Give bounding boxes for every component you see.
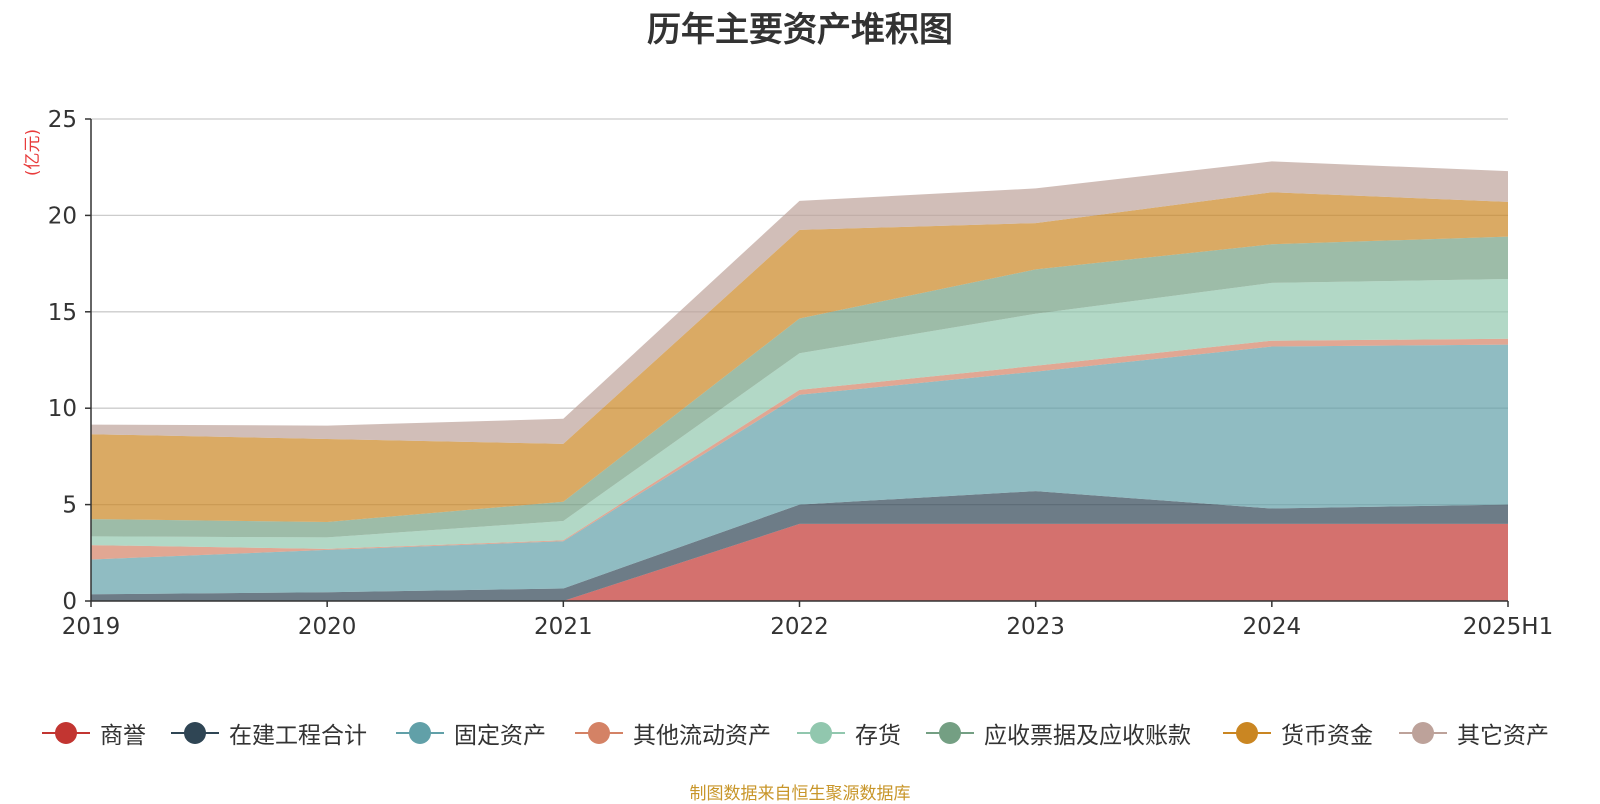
legend-item[interactable]: 应收票据及应收账款 [926, 718, 1191, 749]
x-tick-label: 2021 [534, 614, 593, 640]
legend-marker-icon [42, 718, 90, 748]
legend-dot-icon [55, 722, 77, 744]
legend-dot-icon [409, 722, 431, 744]
y-tick-label: 15 [48, 300, 77, 326]
source-note: 制图数据来自恒生聚源数据库 [689, 784, 911, 804]
legend-marker-icon [575, 718, 623, 748]
legend-dot-icon [810, 722, 832, 744]
tick-labels: 0 5 10 15 20 25 2019 2020 2021 2022 2023 2024 2025H1 [48, 107, 1554, 640]
legend-marker-icon [1223, 718, 1271, 748]
area-series-2 [91, 344, 1508, 595]
legend-dot-icon [939, 722, 961, 744]
legend-dot-icon [1412, 722, 1434, 744]
legend-label: 存货 [855, 723, 901, 749]
legend-label: 在建工程合计 [229, 723, 367, 749]
axes [85, 118, 1509, 607]
legend-item[interactable]: 商誉 [42, 718, 146, 749]
x-tick-label: 2023 [1006, 614, 1065, 640]
y-tick-label: 10 [48, 396, 77, 422]
x-tick-label: 2022 [770, 614, 829, 640]
legend-item[interactable]: 存货 [797, 718, 901, 749]
area-series-0 [91, 523, 1508, 601]
x-tick-label: 2020 [298, 614, 357, 640]
legend-item[interactable]: 固定资产 [396, 718, 546, 749]
area-series-6 [91, 192, 1508, 523]
area-series-4 [91, 279, 1508, 549]
legend-item[interactable]: 其他流动资产 [575, 718, 771, 749]
x-tick-label: 2019 [62, 614, 121, 640]
legend-label: 应收票据及应收账款 [984, 723, 1191, 749]
legend-marker-icon [396, 718, 444, 748]
area-series-group [91, 161, 1508, 601]
x-tick-label: 2025H1 [1463, 614, 1553, 640]
stacked-area-chart: 0 5 10 15 20 25 2019 2020 2021 2022 2023 2024 2025H1 [48, 107, 1554, 640]
legend-label: 商誉 [100, 723, 146, 749]
chart-title: 历年主要资产堆积图 [647, 10, 953, 50]
y-tick-label: 0 [62, 589, 77, 615]
area-series-5 [91, 236, 1508, 538]
legend-marker-icon [1399, 718, 1447, 748]
legend-item[interactable]: 在建工程合计 [171, 718, 367, 749]
y-tick-label: 25 [48, 107, 77, 133]
legend-marker-icon [797, 718, 845, 748]
y-tick-label: 5 [62, 493, 77, 519]
legend-dot-icon [184, 722, 206, 744]
legend-label: 货币资金 [1281, 723, 1373, 749]
legend-label: 其它资产 [1457, 723, 1549, 749]
legend-dot-icon [1236, 722, 1258, 744]
y-tick-label: 20 [48, 203, 77, 229]
legend-item[interactable]: 货币资金 [1223, 718, 1373, 749]
legend-item[interactable]: 其它资产 [1399, 718, 1549, 749]
legend-dot-icon [588, 722, 610, 744]
legend-label: 固定资产 [454, 723, 546, 749]
area-series-1 [91, 491, 1508, 601]
x-tick-label: 2024 [1243, 614, 1302, 640]
area-series-7 [91, 161, 1508, 444]
legend-label: 其他流动资产 [633, 723, 771, 749]
legend-marker-icon [171, 718, 219, 748]
legend-marker-icon [926, 718, 974, 748]
